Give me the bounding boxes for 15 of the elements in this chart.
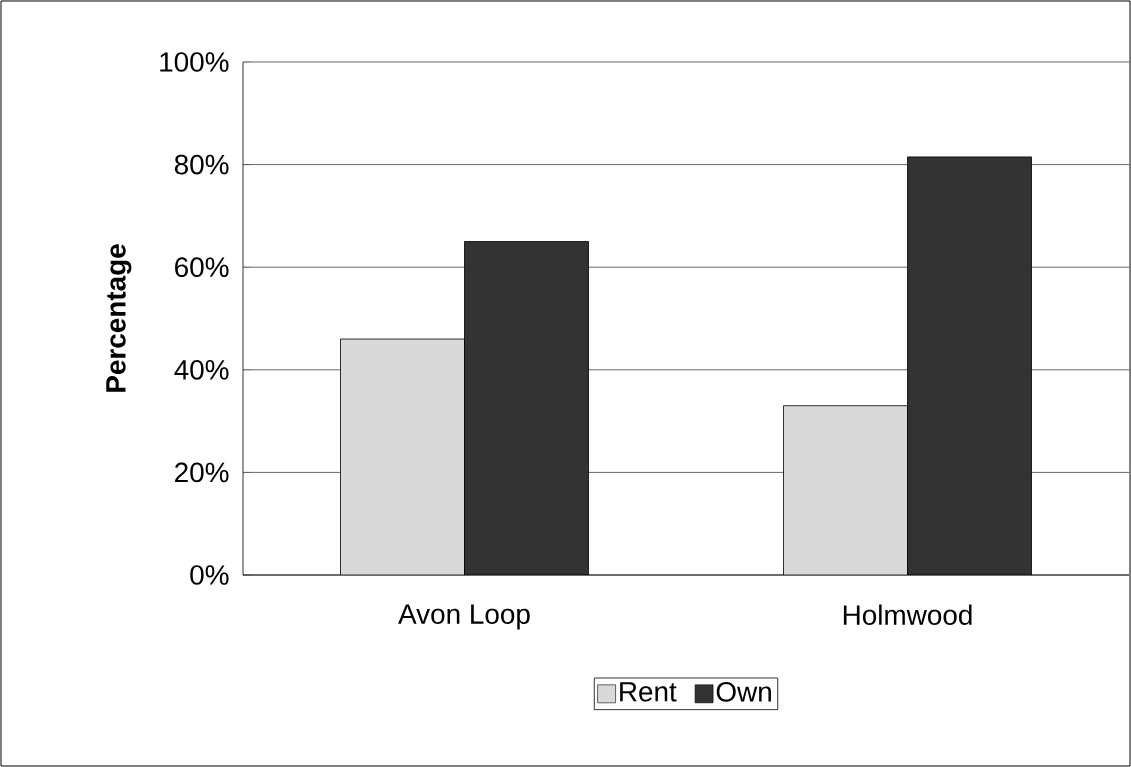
legend-label: Own xyxy=(716,681,771,702)
y-tick-label: 20% xyxy=(175,462,229,483)
y-tick-label: 60% xyxy=(175,257,229,278)
bar xyxy=(907,156,1032,575)
x-tick-label: Avon Loop xyxy=(398,604,530,630)
x-tick-label: Holmwood xyxy=(843,604,972,625)
bar xyxy=(340,339,465,575)
bar xyxy=(464,241,589,575)
bar xyxy=(783,405,908,575)
y-axis-title: Percentage xyxy=(106,244,132,392)
y-tick-label: 0% xyxy=(190,565,229,585)
legend-label: Rent xyxy=(620,682,677,702)
y-tick-label: 40% xyxy=(174,359,229,380)
y-tick-label: 100% xyxy=(160,52,229,72)
y-tick-label: 80% xyxy=(174,154,229,175)
